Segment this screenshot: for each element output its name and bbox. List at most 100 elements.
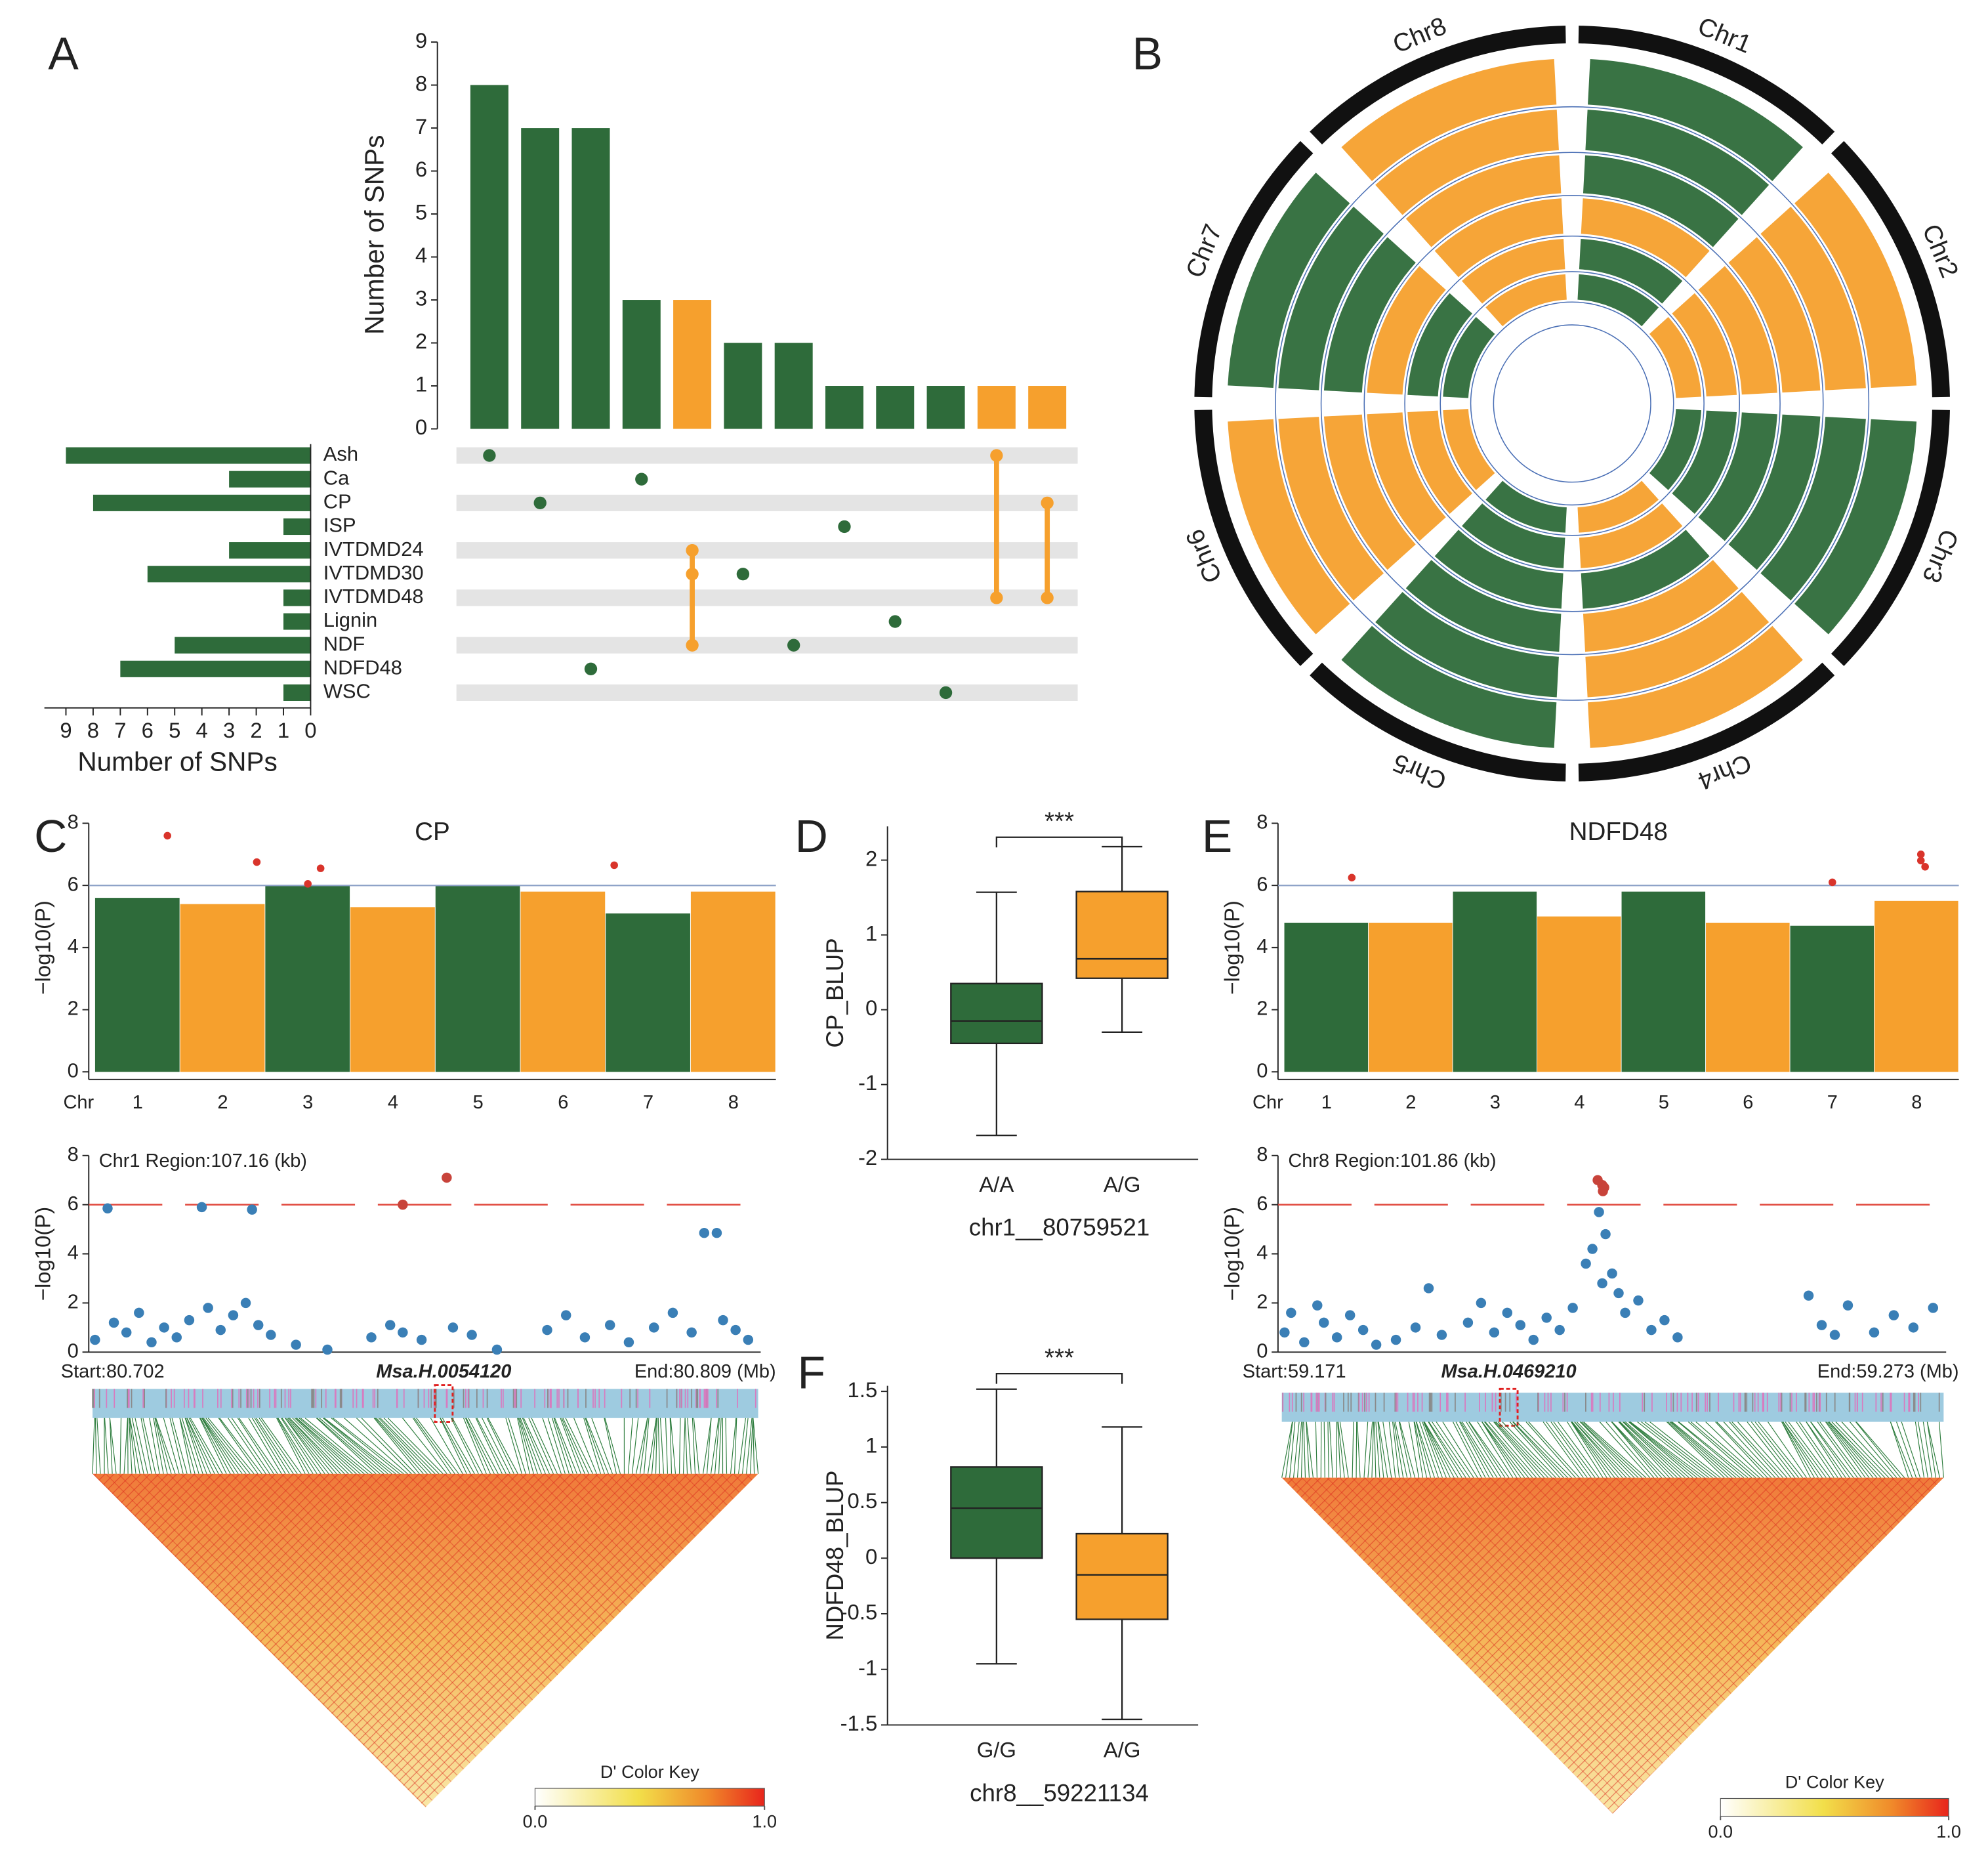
snp-point bbox=[366, 1332, 377, 1343]
ld-link bbox=[1810, 1421, 1854, 1478]
ld-link bbox=[468, 1418, 499, 1475]
ld-link bbox=[1293, 1421, 1300, 1478]
snp-point bbox=[1633, 1295, 1644, 1306]
color-key-label: 0.0 bbox=[523, 1811, 548, 1831]
track-baseline bbox=[1320, 152, 1824, 656]
ld-link bbox=[561, 1418, 585, 1475]
member-dot bbox=[483, 449, 496, 462]
snp-point bbox=[1816, 1320, 1827, 1330]
member-dot bbox=[686, 543, 699, 557]
snp-point bbox=[1600, 1229, 1611, 1240]
track-segment bbox=[1579, 503, 1683, 568]
set-size-bar bbox=[175, 637, 311, 654]
ld-link bbox=[228, 1418, 266, 1475]
track-segment bbox=[1485, 274, 1567, 327]
chromosome-ideogram bbox=[1194, 140, 1314, 398]
significant-snp bbox=[1916, 851, 1925, 858]
ld-link bbox=[278, 1418, 314, 1475]
x-axis-title: Chr bbox=[63, 1092, 94, 1113]
ld-link bbox=[1788, 1421, 1831, 1478]
ld-link bbox=[1315, 1421, 1317, 1478]
snp-point bbox=[1646, 1324, 1657, 1336]
snp-point bbox=[1541, 1313, 1552, 1323]
y-tick-label: 4 bbox=[1256, 935, 1268, 958]
ld-link bbox=[171, 1418, 188, 1474]
chromosome-signal bbox=[435, 885, 520, 1072]
ld-link bbox=[1926, 1421, 1937, 1478]
x-tick-label: 8 bbox=[728, 1092, 739, 1113]
snp-point bbox=[1607, 1268, 1617, 1279]
ld-link bbox=[1781, 1421, 1811, 1478]
x-tick-label: 6 bbox=[142, 718, 154, 742]
intersection-bar bbox=[571, 128, 610, 429]
snp-point bbox=[1554, 1324, 1565, 1336]
y-tick-label: 3 bbox=[415, 286, 427, 310]
x-axis-title: Number of SNPs bbox=[77, 746, 277, 776]
ld-link bbox=[1829, 1421, 1882, 1478]
ld-link bbox=[1528, 1421, 1580, 1478]
track-segment bbox=[1407, 293, 1472, 397]
ld-link bbox=[1571, 1421, 1611, 1478]
y-tick-label: -2 bbox=[858, 1145, 877, 1169]
ld-link bbox=[1460, 1421, 1494, 1478]
ld-link bbox=[1623, 1421, 1686, 1479]
ld-link bbox=[153, 1418, 164, 1474]
ld-link bbox=[1419, 1421, 1439, 1478]
y-tick-label: 0 bbox=[68, 1059, 79, 1082]
set-size-bar bbox=[283, 589, 311, 606]
ld-link bbox=[184, 1418, 203, 1474]
member-dot bbox=[990, 449, 1003, 462]
intersection-bar bbox=[1028, 386, 1067, 429]
ld-link bbox=[1393, 1421, 1404, 1478]
track-segment bbox=[1228, 419, 1350, 635]
ld-link bbox=[669, 1418, 673, 1474]
gene-track bbox=[93, 1389, 758, 1418]
track-segment bbox=[1579, 238, 1683, 304]
ld-link bbox=[1825, 1421, 1866, 1478]
snp-point bbox=[1279, 1327, 1290, 1338]
ld-link bbox=[1678, 1421, 1745, 1479]
ld-link bbox=[631, 1418, 639, 1474]
ld-link bbox=[1649, 1421, 1721, 1479]
ld-link bbox=[1428, 1421, 1466, 1478]
ld-link bbox=[665, 1418, 669, 1474]
ld-link bbox=[573, 1418, 597, 1475]
snp-point bbox=[447, 1322, 459, 1333]
ld-link bbox=[317, 1418, 381, 1475]
ld-link bbox=[373, 1418, 420, 1475]
ld-link bbox=[1841, 1421, 1894, 1478]
track-segment bbox=[1794, 173, 1917, 388]
ld-link bbox=[254, 1418, 290, 1475]
ld-link bbox=[1781, 1421, 1815, 1478]
ld-link bbox=[1394, 1421, 1408, 1478]
color-key bbox=[534, 1788, 765, 1807]
ld-link bbox=[487, 1418, 518, 1475]
ld-link bbox=[285, 1418, 325, 1475]
snp-point bbox=[1436, 1330, 1447, 1340]
ld-link bbox=[1466, 1421, 1502, 1478]
snp-point bbox=[699, 1227, 710, 1238]
track-segment bbox=[1577, 480, 1659, 533]
x-tick-label: 2 bbox=[217, 1092, 228, 1113]
set-label: IVTDMD24 bbox=[323, 537, 424, 560]
panel-label: B bbox=[1132, 28, 1163, 79]
ld-link bbox=[237, 1418, 274, 1475]
ld-link bbox=[1799, 1421, 1838, 1478]
ld-link bbox=[135, 1418, 148, 1474]
track-segment bbox=[1341, 58, 1557, 181]
ld-link bbox=[734, 1418, 737, 1474]
y-tick-label: 6 bbox=[1256, 872, 1268, 895]
matrix-stripe bbox=[456, 447, 1078, 464]
y-tick-label: -1 bbox=[858, 1655, 877, 1679]
significant-snp bbox=[253, 858, 261, 866]
ld-link bbox=[718, 1418, 722, 1474]
y-tick-label: 5 bbox=[415, 200, 427, 224]
snp-point bbox=[542, 1324, 552, 1336]
snp-point bbox=[604, 1320, 615, 1330]
intersection-bar bbox=[774, 343, 813, 429]
ld-link bbox=[1678, 1421, 1749, 1479]
x-tick-label: 5 bbox=[169, 718, 180, 742]
ld-link bbox=[440, 1418, 471, 1475]
ld-link bbox=[1817, 1421, 1858, 1478]
